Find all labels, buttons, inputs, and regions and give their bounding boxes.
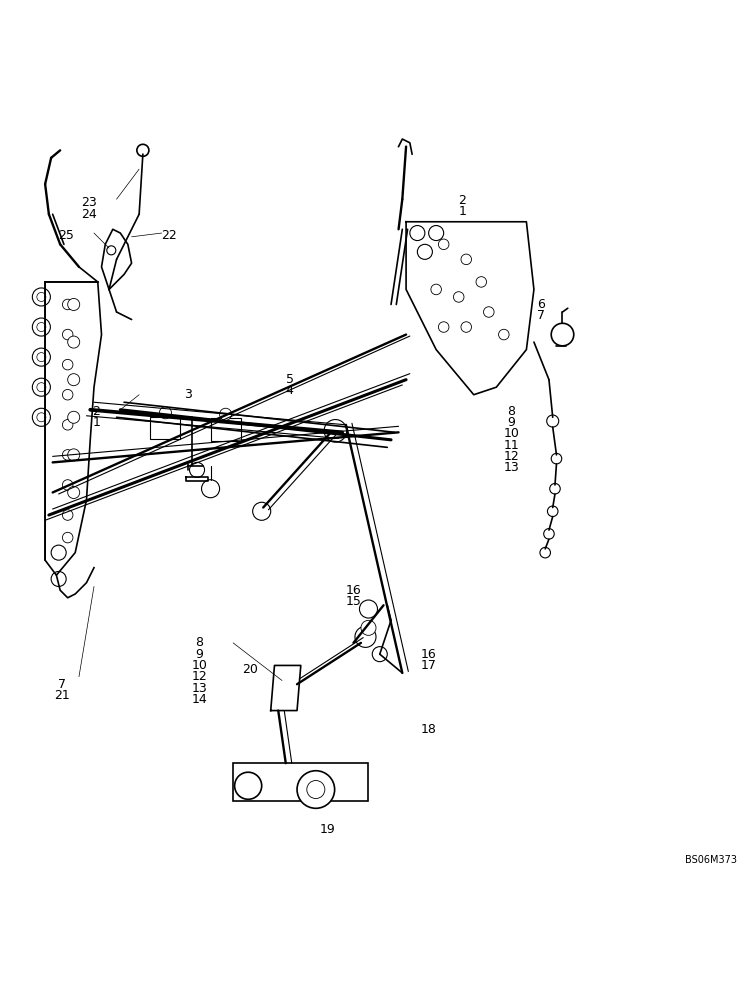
Circle shape [51,571,66,586]
Text: 20: 20 [242,663,259,676]
Circle shape [544,529,554,539]
Circle shape [37,292,46,301]
Text: 8: 8 [196,636,203,649]
Circle shape [32,378,50,396]
Circle shape [37,353,46,362]
Circle shape [68,374,80,386]
Circle shape [431,284,441,295]
Bar [150,417,180,439]
Text: 23: 23 [81,196,96,209]
Text: 19: 19 [320,823,335,836]
Circle shape [62,420,73,430]
Circle shape [547,415,559,427]
Text: 4: 4 [286,384,293,397]
Circle shape [62,450,73,460]
Circle shape [355,626,376,647]
Circle shape [438,322,449,332]
Circle shape [202,480,220,498]
Text: 15: 15 [345,595,362,608]
Circle shape [551,323,574,346]
Circle shape [62,329,73,340]
Circle shape [62,510,73,520]
Circle shape [429,226,444,241]
Circle shape [484,307,494,317]
Bar [233,763,368,801]
Text: 10: 10 [503,427,520,440]
Circle shape [137,144,149,156]
Circle shape [547,506,558,517]
Text: 7: 7 [58,678,65,691]
Text: 12: 12 [504,450,519,463]
Circle shape [550,483,560,494]
Circle shape [32,408,50,426]
Text: 10: 10 [191,659,208,672]
Circle shape [253,502,271,520]
Circle shape [476,277,487,287]
Circle shape [297,771,335,808]
Text: 5: 5 [286,373,293,386]
Text: 11: 11 [504,439,519,452]
Text: 14: 14 [192,693,207,706]
Circle shape [62,359,73,370]
Text: 13: 13 [192,682,207,694]
Bar [211,418,241,441]
Circle shape [359,600,378,618]
Text: 21: 21 [54,689,69,702]
Text: 9: 9 [196,648,203,661]
Circle shape [461,254,472,265]
Circle shape [62,532,73,543]
Circle shape [68,449,80,461]
Text: 9: 9 [508,416,515,429]
Circle shape [190,462,205,477]
Text: BS06M373: BS06M373 [685,855,737,865]
Text: 22: 22 [162,229,177,242]
Circle shape [499,329,509,340]
Circle shape [32,348,50,366]
Text: 8: 8 [508,405,515,418]
Text: 7: 7 [538,309,545,322]
Circle shape [453,292,464,302]
Circle shape [68,486,80,498]
Circle shape [372,647,387,662]
Text: 13: 13 [504,461,519,474]
Circle shape [62,480,73,490]
Circle shape [62,389,73,400]
Text: 18: 18 [420,723,437,736]
Text: 24: 24 [81,208,96,221]
Circle shape [417,244,432,259]
Text: 2: 2 [459,194,466,207]
Circle shape [551,453,562,464]
Circle shape [324,420,347,442]
Circle shape [68,336,80,348]
Circle shape [51,545,66,560]
Circle shape [62,299,73,310]
Circle shape [540,547,550,558]
Circle shape [307,780,325,799]
Circle shape [68,411,80,423]
Circle shape [159,407,171,419]
Circle shape [220,408,232,420]
Circle shape [37,323,46,332]
Circle shape [438,239,449,250]
Text: 3: 3 [184,388,192,401]
Text: 1: 1 [459,205,466,218]
Circle shape [461,322,472,332]
Circle shape [68,298,80,310]
Text: 16: 16 [421,648,436,661]
Circle shape [361,620,376,635]
Circle shape [37,383,46,392]
Circle shape [107,246,116,255]
Text: 1: 1 [92,416,100,429]
Text: 16: 16 [346,584,361,597]
Text: 6: 6 [538,298,545,311]
Circle shape [410,226,425,241]
Circle shape [32,318,50,336]
Text: 2: 2 [92,405,100,418]
Text: 17: 17 [420,659,437,672]
Circle shape [32,288,50,306]
Circle shape [235,772,262,799]
Text: 25: 25 [58,229,74,242]
Text: 12: 12 [192,670,207,683]
Circle shape [37,413,46,422]
